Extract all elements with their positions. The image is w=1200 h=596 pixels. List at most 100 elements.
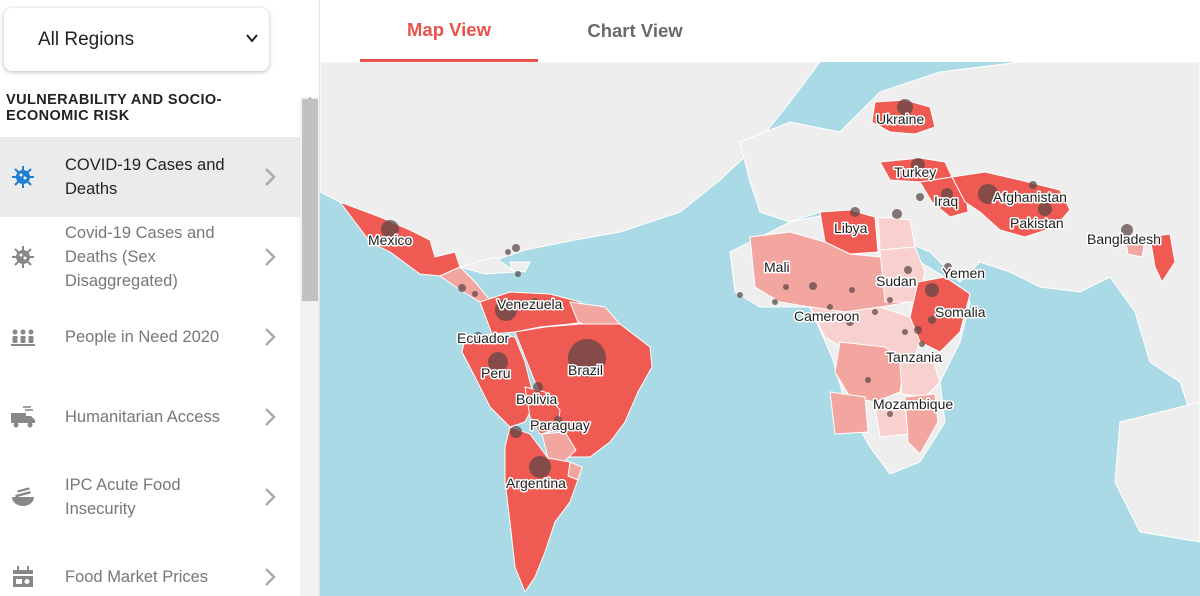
bubble-bangladesh[interactable]: [1121, 224, 1133, 236]
layer-item-label: Covid-19 Cases and Deaths (Sex Disaggreg…: [65, 224, 215, 290]
land-australia: [1114, 401, 1200, 543]
country-uruguay[interactable]: [567, 461, 583, 481]
bubble-chile[interactable]: [510, 426, 522, 438]
bubble-yemen[interactable]: [944, 263, 952, 271]
bubble-kenya[interactable]: [914, 326, 922, 334]
bubble-mozambique[interactable]: [919, 341, 925, 347]
tab-chart-view[interactable]: Chart View: [587, 20, 683, 41]
country-bolivia[interactable]: [524, 386, 561, 435]
country-argentina-chile[interactable]: [504, 426, 581, 594]
bubble-pakistan[interactable]: [1038, 202, 1052, 216]
label-argentina: Argentina: [506, 475, 566, 491]
bubble-central-america-2[interactable]: [472, 291, 478, 297]
bubble-paraguay[interactable]: [554, 416, 562, 424]
label-bangladesh: Bangladesh: [1087, 231, 1161, 247]
layer-item-label: IPC Acute Food Insecurity: [65, 476, 181, 518]
land-layer: [320, 62, 1200, 543]
bubble-mali[interactable]: [783, 284, 789, 290]
layer-item-food-market-prices[interactable]: Food Market Prices: [0, 537, 300, 596]
label-brazil: Brazil: [568, 362, 603, 378]
label-pakistan: Pakistan: [1010, 215, 1064, 231]
scrollbar-thumb[interactable]: [302, 99, 318, 301]
chevron-right-icon: [265, 488, 276, 506]
bubble-ukraine[interactable]: [897, 99, 913, 115]
land-caribbean-2: [509, 261, 531, 273]
layer-item-label: Food Market Prices: [65, 568, 209, 586]
bubble-turkey[interactable]: [911, 158, 925, 172]
bubble-colombia[interactable]: [495, 299, 517, 321]
layer-item-covid-sex[interactable]: Covid-19 Cases and Deaths (Sex Disaggreg…: [0, 217, 300, 297]
sidebar-scrollbar[interactable]: [300, 97, 319, 596]
bubble-iran[interactable]: [978, 184, 998, 204]
country-angola[interactable]: [829, 391, 869, 435]
country-tanzania[interactable]: [899, 356, 941, 398]
label-iraq: Iraq: [934, 193, 958, 209]
layer-item-humanitarian-access[interactable]: Humanitarian Access: [0, 377, 300, 457]
choropleth-layer: [338, 99, 1176, 594]
bubble-iraq[interactable]: [941, 188, 953, 200]
land-caribbean: [458, 256, 517, 275]
bubble-mexico[interactable]: [381, 220, 399, 238]
country-zimbabwe[interactable]: [874, 406, 909, 438]
people-icon: [11, 329, 35, 346]
layer-item-ipc-food[interactable]: IPC Acute Food Insecurity: [0, 457, 300, 537]
bubble-caribbean-2[interactable]: [505, 249, 511, 255]
layer-item-covid-cases[interactable]: COVID-19 Cases and Deaths: [0, 137, 300, 217]
layer-item-label: People in Need 2020: [65, 328, 220, 346]
bubble-libya[interactable]: [850, 207, 860, 217]
bubble-south-sudan[interactable]: [887, 297, 893, 303]
bubble-caribbean-1[interactable]: [512, 244, 520, 252]
bubble-drc[interactable]: [846, 318, 854, 326]
bubble-car[interactable]: [872, 309, 878, 315]
layer-item-people-in-need[interactable]: People in Need 2020: [0, 297, 300, 377]
section-title: VULNERABILITY AND SOCIO-ECONOMIC RISK: [6, 92, 222, 124]
chevron-right-icon: [265, 248, 276, 266]
country-egypt[interactable]: [877, 216, 916, 251]
bubble-ghana[interactable]: [772, 299, 778, 305]
chevron-right-icon: [265, 168, 276, 186]
bubble-venezuela[interactable]: [531, 298, 539, 306]
sidebar: All Regions VULNERABILITY AND SOCIO-ECON…: [0, 0, 320, 596]
region-select[interactable]: All Regions: [4, 8, 269, 71]
country-myanmar[interactable]: [1149, 233, 1176, 284]
bubble-afghanistan[interactable]: [1029, 181, 1037, 189]
country-paraguay[interactable]: [541, 431, 577, 463]
bubble-argentina[interactable]: [529, 456, 551, 478]
map-canvas[interactable]: Ukraine Turkey Iraq Afghanistan Pakistan…: [320, 62, 1200, 596]
label-libya: Libya: [834, 220, 868, 236]
label-yemen: Yemen: [942, 265, 985, 281]
virus-icon: [12, 246, 34, 268]
bubble-bolivia[interactable]: [533, 382, 543, 392]
world-map[interactable]: Ukraine Turkey Iraq Afghanistan Pakistan…: [320, 62, 1200, 596]
bubble-angola[interactable]: [865, 377, 871, 383]
bubble-layer: [381, 99, 1133, 478]
label-venezuela: Venezuela: [497, 296, 563, 312]
region-select-value: All Regions: [38, 28, 135, 50]
bubble-peru[interactable]: [488, 352, 508, 372]
label-mozambique: Mozambique: [873, 396, 953, 412]
bubble-ethiopia[interactable]: [928, 316, 936, 324]
country-bangladesh[interactable]: [1124, 236, 1146, 258]
bubble-somalia[interactable]: [925, 283, 939, 297]
label-layer: Ukraine Turkey Iraq Afghanistan Pakistan…: [367, 110, 1163, 493]
bubble-syria[interactable]: [916, 193, 924, 201]
chevron-down-icon: [246, 34, 258, 43]
bubble-egypt[interactable]: [892, 209, 902, 219]
bubble-senegal[interactable]: [737, 292, 743, 298]
country-ecuador-peru[interactable]: [461, 333, 536, 428]
tab-map-view[interactable]: Map View: [360, 0, 538, 62]
label-cameroon: Cameroon: [794, 308, 859, 324]
country-drc[interactable]: [834, 341, 906, 403]
bubble-uganda[interactable]: [902, 329, 908, 335]
bubble-chad[interactable]: [849, 287, 855, 293]
bubble-caribbean-3[interactable]: [515, 271, 521, 277]
bubble-brazil[interactable]: [568, 339, 606, 377]
bubble-sudan[interactable]: [904, 266, 912, 274]
bubble-zimbabwe[interactable]: [887, 411, 893, 417]
bubble-nigeria[interactable]: [809, 282, 817, 290]
bubble-central-america[interactable]: [458, 284, 466, 292]
bubble-cameroon[interactable]: [827, 304, 833, 310]
food-bowl-icon: [12, 487, 34, 506]
bubble-ecuador[interactable]: [473, 332, 483, 342]
